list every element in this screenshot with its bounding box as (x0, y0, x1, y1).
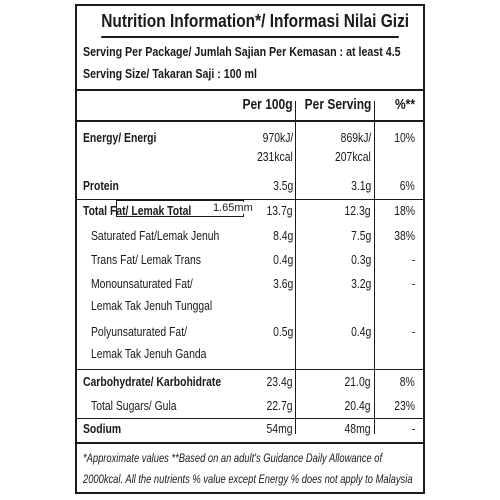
trans-fat-pct: - (411, 252, 415, 267)
header-per-100g: Per 100g (242, 96, 293, 113)
row-label-protein: Protein (83, 178, 119, 193)
mono-serving: 3.2g (350, 276, 371, 291)
serving-size: Serving Size/ Takaran Saji : 100 ml (83, 66, 258, 81)
divider-footnote (77, 442, 423, 444)
saturated-fat-pct: 38% (394, 228, 415, 243)
energy-per100-kj: 970kJ/ (262, 130, 293, 145)
sugars-per100: 22.7g (266, 398, 293, 413)
row-label-monounsaturated: Monounsaturated Fat/ (91, 276, 193, 291)
mono-per100: 3.6g (272, 276, 293, 291)
trans-fat-per100: 0.4g (272, 252, 293, 267)
row-label-total-fat: Total Fat/ Lemak Total (83, 203, 192, 218)
column-separator (295, 101, 296, 434)
header-pct: %** (394, 96, 415, 113)
sodium-pct: - (411, 421, 415, 436)
poly-per100: 0.5g (272, 324, 293, 339)
row-label-saturated-fat: Saturated Fat/Lemak Jenuh (91, 228, 220, 243)
energy-per100-kcal: 231kcal (257, 149, 293, 164)
column-separator (374, 101, 375, 434)
row-label-monounsaturated-2: Lemak Tak Jenuh Tunggal (91, 298, 213, 313)
header-per-serving: Per Serving (304, 96, 371, 113)
measurement-label: 1.65mm (212, 202, 254, 214)
carb-per100: 23.4g (266, 374, 293, 389)
carb-serving: 21.0g (344, 374, 371, 389)
divider-protein (77, 199, 423, 200)
protein-serving: 3.1g (350, 178, 371, 193)
sodium-per100: 54mg (266, 421, 293, 436)
divider-header (77, 120, 423, 122)
energy-pct: 10% (394, 130, 415, 145)
footnote-line-2: 2000kcal. All the nutrients % value exce… (83, 472, 413, 486)
total-fat-per100: 13.7g (266, 203, 293, 218)
trans-fat-serving: 0.3g (350, 252, 371, 267)
row-label-sodium: Sodium (83, 421, 122, 436)
row-label-carbohydrate: Carbohydrate/ Karbohidrate (83, 374, 222, 389)
row-label-energy: Energy/ Energi (83, 130, 157, 145)
protein-per100: 3.5g (272, 178, 293, 193)
total-fat-pct: 18% (394, 203, 415, 218)
nutrition-panel: Nutrition Information*/ Informasi Nilai … (75, 4, 425, 494)
energy-serving-kj: 869kJ/ (340, 130, 371, 145)
mono-pct: - (411, 276, 415, 291)
total-fat-serving: 12.3g (344, 203, 371, 218)
row-label-trans-fat: Trans Fat/ Lemak Trans (91, 252, 202, 267)
carb-pct: 8% (399, 374, 415, 389)
divider-sugars (77, 418, 423, 419)
sugars-serving: 20.4g (344, 398, 371, 413)
panel-title: Nutrition Information*/ Informasi Nilai … (101, 6, 409, 38)
divider-fats (77, 369, 423, 370)
protein-pct: 6% (399, 178, 415, 193)
row-label-total-sugars: Total Sugars/ Gula (91, 398, 177, 413)
row-label-polyunsaturated-2: Lemak Tak Jenuh Ganda (91, 346, 207, 361)
energy-serving-kcal: 207kcal (335, 149, 371, 164)
poly-serving: 0.4g (350, 324, 371, 339)
serving-per-package: Serving Per Package/ Jumlah Sajian Per K… (83, 44, 401, 59)
sugars-pct: 23% (394, 398, 415, 413)
poly-pct: - (411, 324, 415, 339)
row-label-polyunsaturated: Polyunsaturated Fat/ (91, 324, 187, 339)
divider-serving (77, 89, 423, 91)
saturated-fat-serving: 7.5g (350, 228, 371, 243)
footnote-line-1: *Approximate values **Based on an adult'… (83, 451, 383, 465)
saturated-fat-per100: 8.4g (272, 228, 293, 243)
sodium-serving: 48mg (344, 421, 371, 436)
